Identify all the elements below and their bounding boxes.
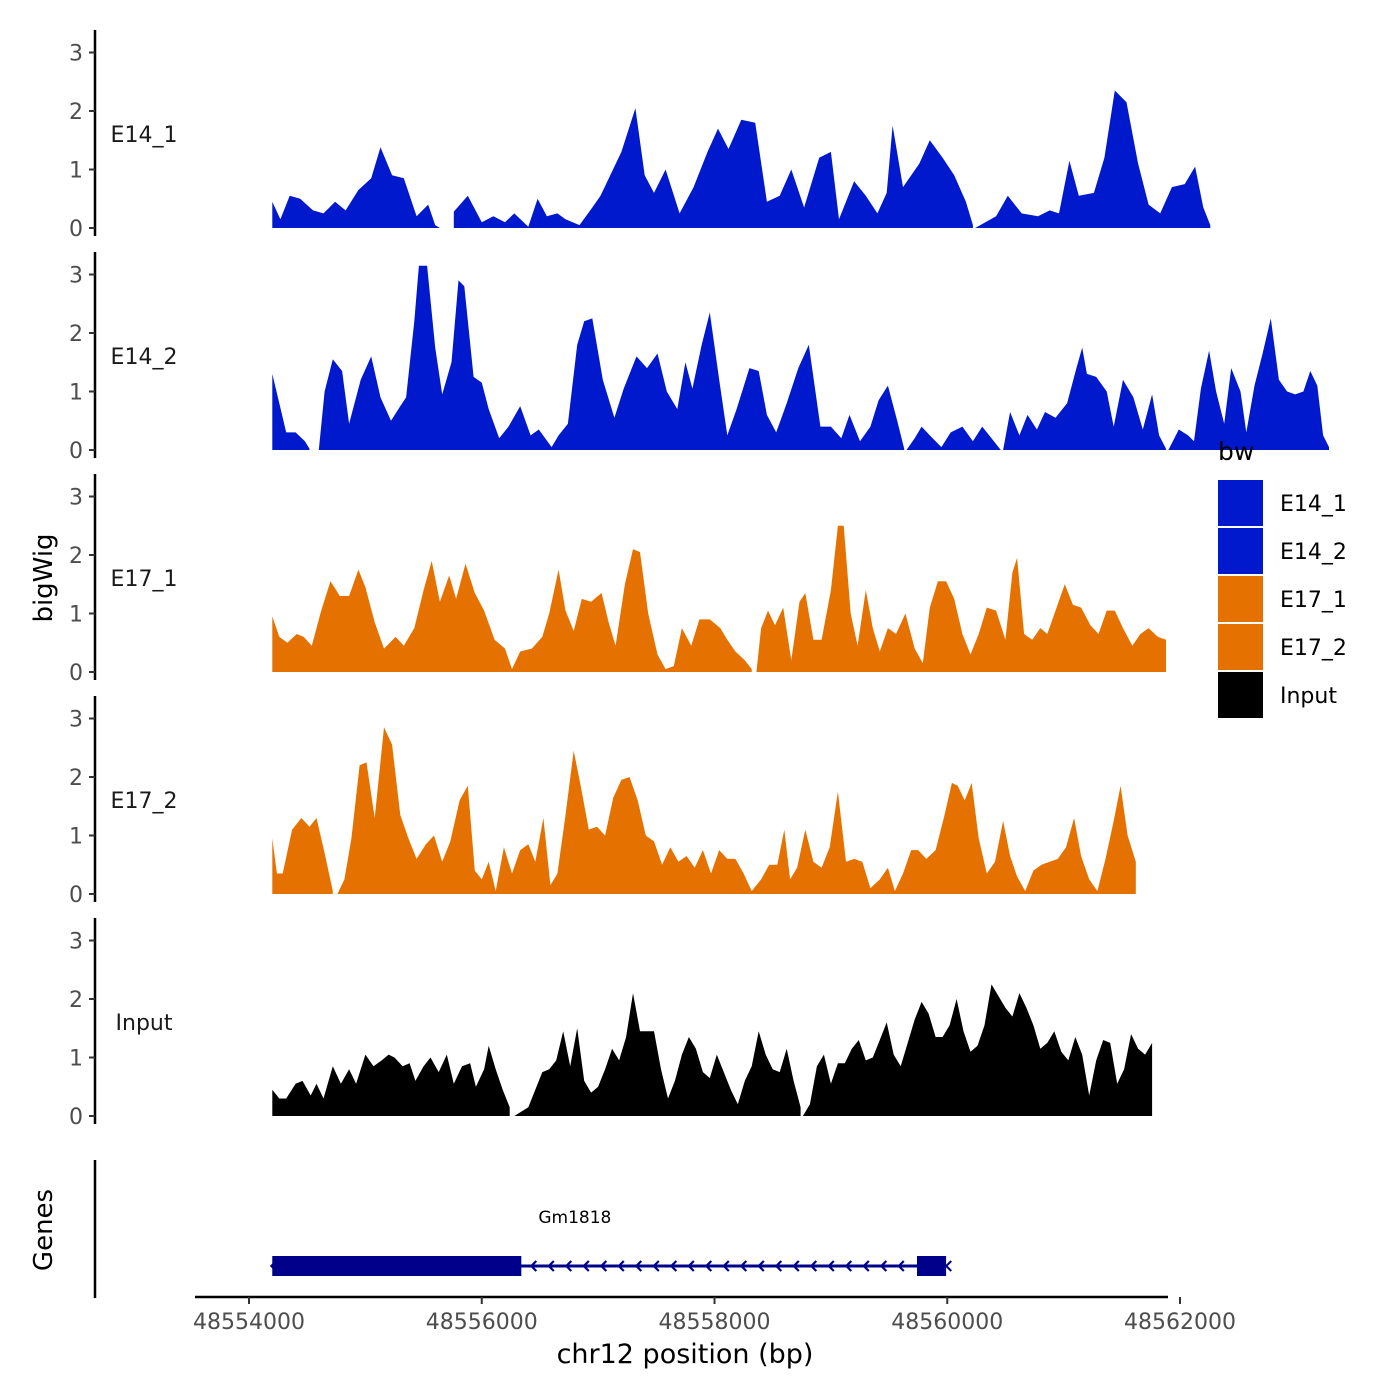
y-tick-label: 3 <box>69 708 83 733</box>
legend-label: Input <box>1280 684 1337 709</box>
y-tick-label: 1 <box>69 1047 83 1072</box>
y-tick-label: 0 <box>69 883 83 908</box>
y-tick-label: 2 <box>69 100 83 125</box>
strand-arrow <box>792 1260 800 1272</box>
strand-arrow <box>669 1260 678 1272</box>
y-tick-label: 1 <box>69 603 83 628</box>
signal-area <box>272 373 310 450</box>
strand-arrow <box>547 1260 555 1272</box>
y-tick-label: 1 <box>69 825 83 850</box>
legend-label: E17_2 <box>1280 636 1347 661</box>
legend-title: bw <box>1218 437 1254 466</box>
signal-area <box>1003 347 1166 450</box>
x-tick-label: 48562000 <box>1124 1310 1236 1335</box>
track-E17_2: 0 1 2 3 E17_2 <box>69 696 1136 908</box>
strand-arrow <box>739 1260 748 1272</box>
legend-label: E14_2 <box>1280 540 1347 565</box>
strand-arrow <box>704 1260 713 1272</box>
legend-label: E17_1 <box>1280 588 1347 613</box>
y-tick-label: 3 <box>69 930 83 955</box>
track-Input: 0 1 2 3 Input <box>69 918 1153 1130</box>
y-tick-label: 2 <box>69 988 83 1013</box>
track-E14_1: 0 1 2 3 E14_1 <box>69 30 1211 242</box>
x-axis: 48554000 48556000 48558000 48560000 48562000 <box>193 1295 1236 1335</box>
x-tick-label: 48556000 <box>426 1310 538 1335</box>
track-E14_2: 0 1 2 3 E14_2 <box>69 252 1329 464</box>
strand-arrow <box>844 1260 853 1272</box>
strand-arrow <box>774 1260 783 1272</box>
strand-arrow <box>862 1260 870 1272</box>
signal-area <box>975 90 1211 228</box>
strand-arrow <box>944 1260 952 1272</box>
track-panels: 0 1 2 3 E14_1 0 1 2 3 E14_2 0 1 2 3 E17_1 0 1 2 3 E17_2 0 1 2 3… <box>69 30 1329 1130</box>
track-label: E17_1 <box>111 567 178 592</box>
legend-swatch <box>1218 528 1263 574</box>
signal-area <box>514 993 801 1116</box>
y-tick-label: 1 <box>69 381 83 406</box>
track-label: E14_1 <box>111 123 178 148</box>
strand-arrow <box>529 1260 538 1272</box>
track-label: E14_2 <box>111 345 178 370</box>
strand-arrow <box>827 1260 835 1272</box>
y-tick-label: 2 <box>69 544 83 569</box>
legend-swatch <box>1218 672 1263 718</box>
genes-axis-title: Genes <box>29 1189 59 1271</box>
strand-arrow <box>897 1260 905 1272</box>
y-tick-label: 1 <box>69 159 83 184</box>
signal-area <box>318 265 905 450</box>
strand-arrow <box>634 1260 643 1272</box>
legend-swatch <box>1218 480 1263 526</box>
y-tick-label: 2 <box>69 322 83 347</box>
genes-panel: Gm1818 <box>93 1160 952 1298</box>
y-tick-label: 0 <box>69 661 83 686</box>
signal-area <box>1168 318 1329 450</box>
signal-area <box>272 147 440 228</box>
x-axis-title: chr12 position (bp) <box>557 1339 814 1370</box>
legend-swatch <box>1218 576 1263 622</box>
legend: bw E14_1 E14_2 E17_1 E17_2 Input <box>1218 437 1347 718</box>
gene-exon <box>916 1256 947 1276</box>
strand-arrow <box>269 1260 277 1272</box>
x-tick-label: 48560000 <box>891 1310 1003 1335</box>
y-tick-label: 2 <box>69 766 83 791</box>
strand-arrow <box>879 1260 888 1272</box>
signal-area <box>272 818 333 894</box>
strand-arrow <box>757 1260 765 1272</box>
signal-area <box>337 727 1136 894</box>
y-tick-label: 3 <box>69 42 83 67</box>
gene-Gm1818: Gm1818 <box>269 1208 952 1276</box>
gene-name-label: Gm1818 <box>538 1208 611 1228</box>
strand-arrow <box>652 1260 660 1272</box>
signal-area <box>906 426 1001 450</box>
gene-exon <box>272 1256 522 1276</box>
y-tick-label: 0 <box>69 439 83 464</box>
strand-arrow <box>617 1260 625 1272</box>
strand-arrow <box>809 1260 818 1272</box>
legend-label: E14_1 <box>1280 492 1347 517</box>
y-tick-label: 0 <box>69 217 83 242</box>
strand-arrow <box>687 1260 695 1272</box>
track-label: E17_2 <box>111 789 178 814</box>
y-tick-label: 0 <box>69 1105 83 1130</box>
signal-area <box>272 549 752 672</box>
x-tick-label: 48558000 <box>659 1310 771 1335</box>
signal-area <box>272 1045 510 1116</box>
y-tick-label: 3 <box>69 486 83 511</box>
track-E17_1: 0 1 2 3 E17_1 <box>69 474 1166 686</box>
signal-area <box>756 525 1166 672</box>
signal-area <box>802 984 1153 1116</box>
strand-arrow <box>599 1260 608 1272</box>
legend-swatch <box>1218 624 1263 670</box>
y-tick-label: 3 <box>69 264 83 289</box>
strand-arrow <box>582 1260 590 1272</box>
signal-area <box>453 108 973 228</box>
strand-arrow <box>722 1260 730 1272</box>
y-axis-title: bigWig <box>29 533 59 622</box>
strand-arrow <box>564 1260 573 1272</box>
x-tick-label: 48554000 <box>193 1310 305 1335</box>
track-label: Input <box>116 1011 173 1036</box>
